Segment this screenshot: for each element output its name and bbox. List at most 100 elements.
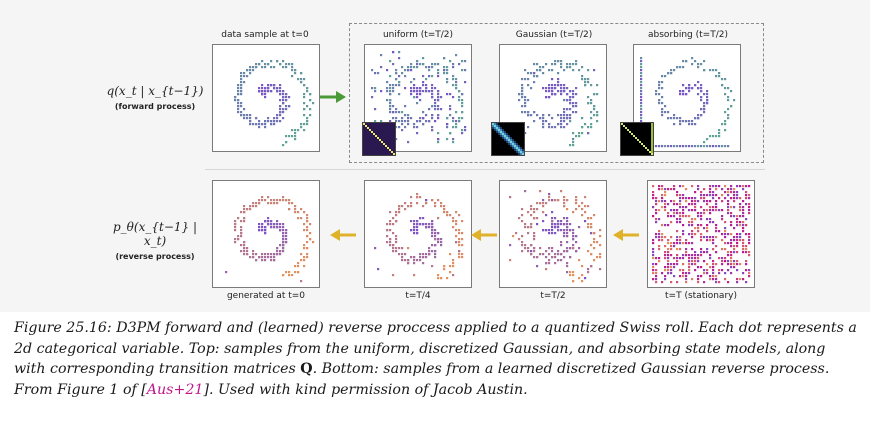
- scatter-point: [736, 239, 739, 242]
- scatter-point: [240, 78, 243, 81]
- scatter-point: [709, 209, 712, 212]
- absorbed-point: [640, 114, 643, 117]
- scatter-point: [569, 117, 572, 120]
- scatter-point: [587, 271, 590, 274]
- scatter-point: [395, 117, 398, 120]
- caption-citation-link[interactable]: Aus+21: [146, 381, 204, 398]
- scatter-point: [700, 114, 703, 117]
- scatter-point: [655, 197, 658, 200]
- scatter-point: [739, 278, 742, 281]
- scatter-point: [551, 117, 554, 120]
- scatter-point: [745, 263, 748, 266]
- scatter-point: [673, 69, 676, 72]
- scatter-point: [679, 66, 682, 69]
- scatter-point: [374, 87, 377, 90]
- scatter-point: [401, 247, 404, 250]
- scatter-point: [264, 226, 267, 229]
- scatter-point: [249, 205, 252, 208]
- scatter-point: [452, 226, 455, 229]
- scatter-point: [563, 114, 566, 117]
- scatter-point: [452, 84, 455, 87]
- scatter-point: [542, 126, 545, 129]
- scatter-point: [742, 209, 745, 212]
- matrix-cell: [651, 149, 653, 151]
- scatter-point: [294, 135, 297, 138]
- scatter-point: [419, 223, 422, 226]
- scatter-point: [404, 114, 407, 117]
- scatter-point: [566, 93, 569, 96]
- scatter-point: [590, 253, 593, 256]
- scatter-point: [407, 247, 410, 250]
- scatter-point: [700, 224, 703, 227]
- scatter-point: [264, 66, 267, 69]
- scatter-point: [575, 208, 578, 211]
- scatter-point: [736, 221, 739, 224]
- scatter-point: [398, 205, 401, 208]
- scatter-point: [575, 105, 578, 108]
- scatter-point: [724, 248, 727, 251]
- scatter-point: [670, 269, 673, 272]
- scatter-point: [685, 206, 688, 209]
- scatter-point: [733, 215, 736, 218]
- scatter-point: [664, 194, 667, 197]
- scatter-point: [724, 111, 727, 114]
- scatter-point: [530, 226, 533, 229]
- scatter-point: [398, 84, 401, 87]
- scatter-point: [282, 117, 285, 120]
- scatter-point: [464, 60, 467, 63]
- matrix-cell: [367, 127, 369, 129]
- scatter-point: [548, 247, 551, 250]
- scatter-point: [425, 256, 428, 259]
- scatter-point: [309, 99, 312, 102]
- scatter-point: [679, 197, 682, 200]
- scatter-point: [655, 93, 658, 96]
- scatter-point: [225, 271, 228, 274]
- scatter-point: [425, 114, 428, 117]
- scatter-point: [676, 257, 679, 260]
- scatter-point: [715, 224, 718, 227]
- scatter-point: [386, 81, 389, 84]
- scatter-point: [422, 81, 425, 84]
- scatter-point: [458, 232, 461, 235]
- scatter-point: [715, 278, 718, 281]
- scatter-point: [572, 111, 575, 114]
- scatter-point: [724, 123, 727, 126]
- scatter-point: [273, 84, 276, 87]
- scatter-point: [416, 223, 419, 226]
- scatter-point: [587, 268, 590, 271]
- scatter-point: [515, 232, 518, 235]
- scatter-point: [434, 120, 437, 123]
- scatter-point: [551, 247, 554, 250]
- scatter-point: [572, 132, 575, 135]
- scatter-point: [697, 227, 700, 230]
- scatter-point: [291, 69, 294, 72]
- scatter-point: [730, 233, 733, 236]
- scatter-point: [267, 87, 270, 90]
- scatter-point: [721, 78, 724, 81]
- scatter-point: [371, 96, 374, 99]
- scatter-point: [246, 69, 249, 72]
- scatter-point: [431, 229, 434, 232]
- scatter-point: [703, 93, 706, 96]
- scatter-point: [392, 87, 395, 90]
- scatter-point: [730, 197, 733, 200]
- scatter-point: [545, 63, 548, 66]
- matrix-cell: [379, 139, 381, 141]
- scatter-point: [572, 69, 575, 72]
- absorbed-point: [640, 72, 643, 75]
- scatter-point: [261, 123, 264, 126]
- scatter-point: [297, 211, 300, 214]
- scatter-point: [652, 251, 655, 254]
- scatter-point: [691, 230, 694, 233]
- scatter-point: [306, 226, 309, 229]
- scatter-point: [652, 239, 655, 242]
- scatter-point: [563, 256, 566, 259]
- scatter-point: [685, 239, 688, 242]
- scatter-point: [309, 223, 312, 226]
- scatter-point: [437, 217, 440, 220]
- matrix-cell: [510, 139, 512, 141]
- scatter-point: [288, 96, 291, 99]
- scatter-point: [389, 111, 392, 114]
- scatter-point: [658, 257, 661, 260]
- scatter-point: [688, 203, 691, 206]
